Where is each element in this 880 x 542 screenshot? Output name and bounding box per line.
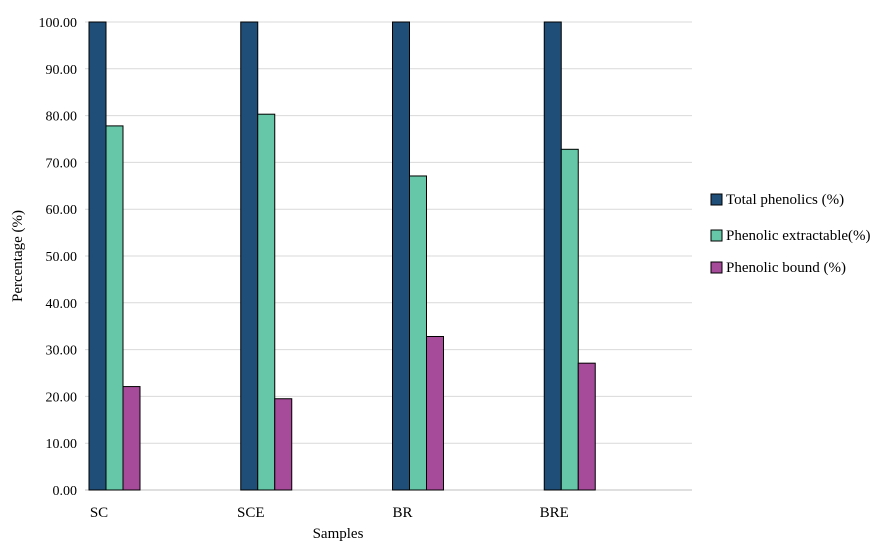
y-tick-label: 50.00 [46, 250, 78, 265]
legend-label-1: Total phenolics (%) [726, 192, 844, 208]
y-tick-labels: 0.00 10.00 20.00 30.00 40.00 50.00 60.00 70.00 8… [39, 16, 78, 499]
gridlines [85, 21, 692, 444]
y-tick-label: 80.00 [46, 110, 78, 125]
legend-swatch-2 [710, 229, 723, 242]
y-tick-label: 0.00 [53, 484, 78, 499]
y-axis-label: Percentage (%) [10, 210, 26, 302]
bar-sc-series-2 [105, 125, 124, 491]
legend-label-3: Phenolic bound (%) [726, 260, 846, 276]
legend-label-2: Phenolic extractable(%) [726, 228, 871, 244]
bar-sce-series-2 [257, 113, 276, 491]
bars [88, 21, 596, 491]
x-tick-label: BR [392, 505, 412, 521]
bar-bre-series-1 [543, 21, 562, 491]
y-tick-label: 30.00 [46, 344, 78, 359]
legend-swatch-3 [710, 261, 723, 274]
x-axis-label: Samples [313, 526, 364, 542]
bar-sc-series-1 [88, 21, 107, 491]
x-tick-label: SCE [237, 505, 265, 521]
bar-bre-series-3 [577, 362, 596, 491]
bar-br-series-2 [409, 175, 427, 491]
x-tick-label: SC [90, 505, 108, 521]
bar-bre-series-2 [560, 148, 579, 491]
x-tick-label: BRE [540, 505, 569, 521]
y-tick-label: 40.00 [46, 297, 78, 312]
y-tick-label: 70.00 [46, 156, 78, 171]
x-tick-labels: SC SCE BR BRE [90, 505, 569, 521]
legend-swatch-1 [710, 193, 723, 206]
bar-sce-series-1 [240, 21, 259, 491]
y-tick-label: 90.00 [46, 63, 78, 78]
y-tick-label: 100.00 [39, 16, 78, 31]
y-tick-label: 10.00 [46, 437, 78, 452]
bar-sce-series-3 [274, 398, 293, 491]
legend: Total phenolics (%) Phenolic extractable(… [710, 192, 871, 276]
y-tick-label: 60.00 [46, 203, 78, 218]
y-tick-label: 20.00 [46, 390, 78, 405]
bar-br-series-1 [392, 21, 410, 491]
bar-sc-series-3 [122, 386, 141, 491]
bar-br-series-3 [426, 335, 444, 491]
